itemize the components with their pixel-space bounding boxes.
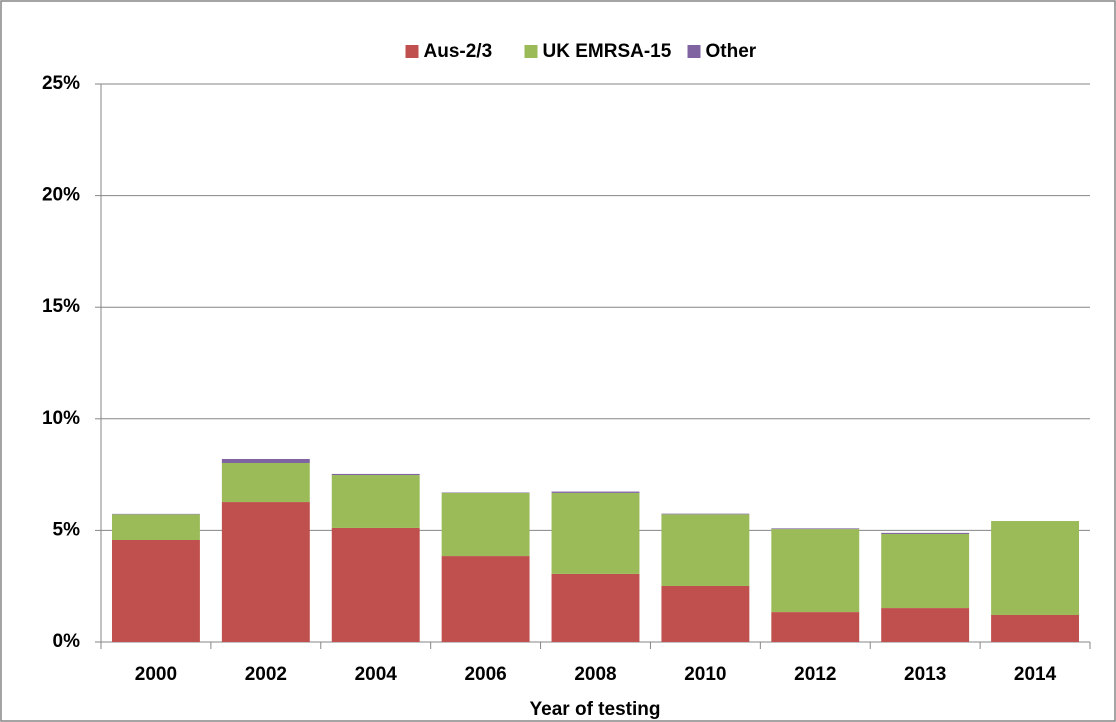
y-tick-label: 25% bbox=[42, 73, 80, 94]
x-tick-label: 2000 bbox=[135, 664, 177, 685]
legend-label: Other bbox=[706, 41, 757, 62]
bar-segment bbox=[881, 533, 970, 609]
x-tick-label: 2002 bbox=[245, 664, 287, 685]
bar-segment bbox=[331, 473, 420, 476]
bar-segment bbox=[111, 514, 200, 540]
legend-swatch bbox=[687, 45, 701, 58]
bar-segment bbox=[221, 462, 310, 503]
legend-swatch bbox=[405, 45, 419, 58]
y-tick-label: 10% bbox=[42, 408, 80, 429]
bar-segment bbox=[221, 502, 310, 642]
bar-segment bbox=[771, 528, 860, 530]
bar-segment bbox=[881, 608, 970, 642]
bar-segment bbox=[991, 521, 1080, 615]
bar-segment bbox=[551, 491, 640, 493]
x-tick-label: 2012 bbox=[794, 664, 836, 685]
y-tick-label: 5% bbox=[53, 519, 81, 540]
bar-segment bbox=[661, 585, 750, 642]
x-tick-label: 2013 bbox=[904, 664, 946, 685]
bar-segment bbox=[111, 539, 200, 642]
bar-segment bbox=[331, 475, 420, 528]
bar-segment bbox=[441, 556, 530, 642]
bar-segment bbox=[771, 529, 860, 613]
bar-segment bbox=[551, 573, 640, 642]
x-tick-label: 2004 bbox=[355, 664, 398, 685]
bar-segment bbox=[771, 612, 860, 642]
legend-label: UK EMRSA-15 bbox=[543, 41, 672, 62]
y-tick-label: 20% bbox=[42, 185, 80, 206]
bar-segment bbox=[661, 513, 750, 515]
x-tick-label: 2010 bbox=[684, 664, 726, 685]
bar-segment bbox=[661, 514, 750, 586]
bar-segment bbox=[991, 614, 1080, 642]
x-axis-title: Year of testing bbox=[530, 699, 661, 720]
bar-segment bbox=[441, 492, 530, 557]
legend-swatch bbox=[524, 45, 538, 58]
x-tick-label: 2014 bbox=[1014, 664, 1057, 685]
bar-segment bbox=[881, 532, 970, 534]
y-tick-label: 0% bbox=[53, 631, 81, 652]
y-tick-label: 15% bbox=[42, 296, 80, 317]
x-tick-label: 2008 bbox=[574, 664, 616, 685]
bar-segment bbox=[331, 527, 420, 642]
x-tick-label: 2006 bbox=[464, 664, 506, 685]
legend-label: Aus-2/3 bbox=[424, 41, 493, 62]
bar-segment bbox=[221, 458, 310, 463]
bar-segment bbox=[551, 492, 640, 574]
